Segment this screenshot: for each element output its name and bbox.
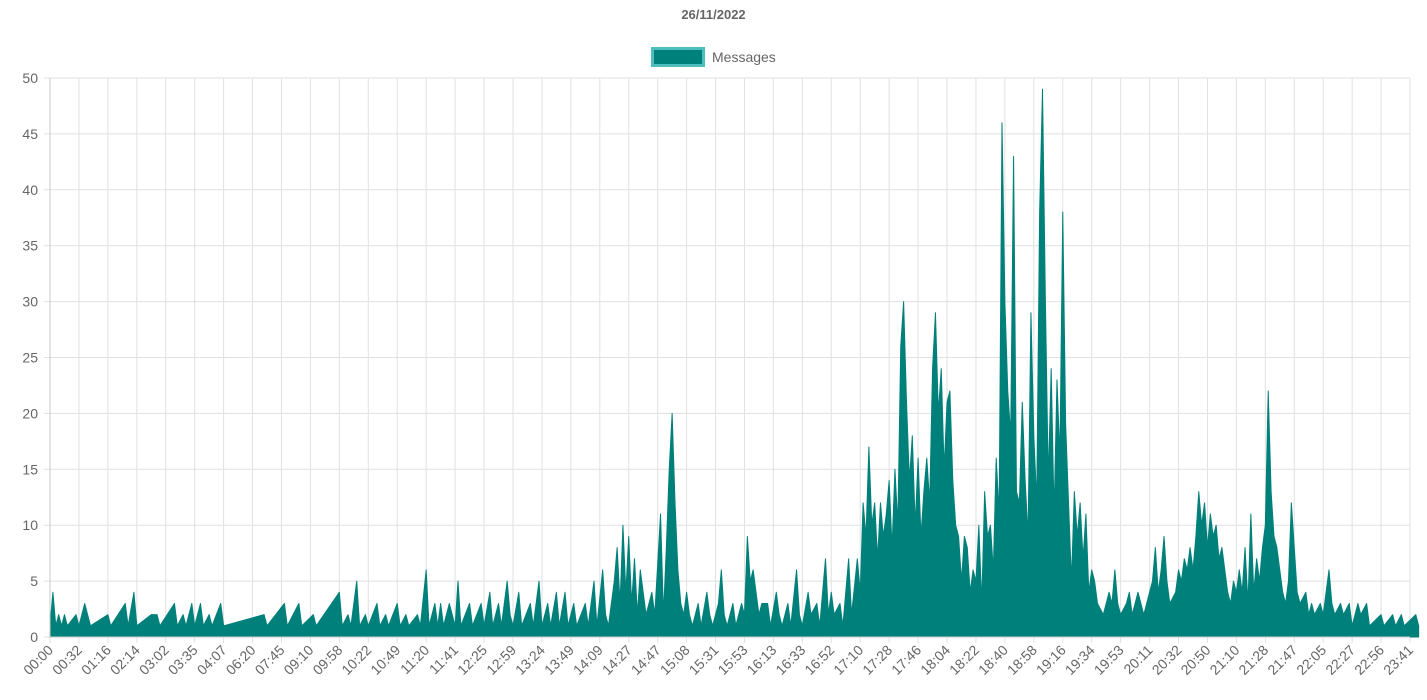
legend[interactable]: Messages xyxy=(651,47,776,67)
x-tick-label: 10:49 xyxy=(367,642,403,678)
x-tick-label: 17:28 xyxy=(859,642,895,678)
legend-label-messages[interactable]: Messages xyxy=(712,49,776,65)
y-tick-label: 40 xyxy=(22,182,38,198)
x-tick-label: 15:53 xyxy=(714,642,750,678)
x-tick-label: 16:13 xyxy=(743,642,779,678)
x-tick-label: 21:28 xyxy=(1235,642,1271,678)
y-tick-label: 50 xyxy=(22,70,38,86)
y-tick-label: 0 xyxy=(30,629,38,645)
x-tick-label: 22:05 xyxy=(1293,642,1329,678)
x-tick-label: 12:59 xyxy=(483,642,519,678)
x-tick-label: 16:33 xyxy=(772,642,808,678)
x-tick-label: 18:04 xyxy=(917,642,953,678)
x-tick-label: 19:16 xyxy=(1033,642,1069,678)
x-tick-label: 22:56 xyxy=(1351,642,1387,678)
x-tick-label: 03:35 xyxy=(165,642,201,678)
x-tick-label: 20:50 xyxy=(1177,642,1213,678)
y-tick-label: 25 xyxy=(22,350,38,366)
x-tick-label: 14:27 xyxy=(599,642,635,678)
y-tick-label: 15 xyxy=(22,461,38,477)
y-tick-label: 30 xyxy=(22,294,38,310)
x-tick-label: 02:14 xyxy=(107,642,143,678)
x-tick-label: 09:10 xyxy=(280,642,316,678)
x-tick-label: 15:08 xyxy=(657,642,693,678)
x-tick-label: 19:34 xyxy=(1062,642,1098,678)
x-tick-label: 20:32 xyxy=(1149,642,1185,678)
x-tick-label: 21:10 xyxy=(1206,642,1242,678)
x-tick-label: 19:53 xyxy=(1091,642,1127,678)
x-tick-label: 18:22 xyxy=(946,642,982,678)
y-tick-label: 45 xyxy=(22,126,38,142)
x-tick-label: 17:10 xyxy=(830,642,866,678)
x-tick-label: 20:11 xyxy=(1120,642,1156,678)
x-tick-label: 15:31 xyxy=(686,642,722,678)
x-tick-label: 07:45 xyxy=(252,642,288,678)
x-tick-label: 14:09 xyxy=(570,642,606,678)
legend-swatch[interactable] xyxy=(651,47,705,67)
x-tick-label: 22:27 xyxy=(1322,642,1358,678)
x-tick-label: 00:32 xyxy=(49,642,85,678)
x-tick-label: 13:49 xyxy=(541,642,577,678)
x-tick-label: 01:16 xyxy=(78,642,114,678)
x-tick-label: 03:02 xyxy=(136,642,172,678)
x-tick-label: 11:41 xyxy=(426,642,462,678)
x-tick-label: 06:20 xyxy=(223,642,259,678)
x-tick-label: 04:07 xyxy=(194,642,230,678)
x-tick-label: 21:47 xyxy=(1264,642,1300,678)
area-layer xyxy=(49,88,1420,638)
series-area-messages xyxy=(49,88,1420,638)
x-tick-label: 23:41 xyxy=(1380,642,1416,678)
x-tick-label: 00:00 xyxy=(20,642,56,678)
chart-title: 26/11/2022 xyxy=(681,7,746,22)
x-tick-label: 18:40 xyxy=(975,642,1011,678)
x-tick-label: 16:52 xyxy=(801,642,837,678)
x-tick-label: 12:25 xyxy=(454,642,490,678)
x-tick-label: 10:22 xyxy=(338,642,374,678)
y-tick-label: 20 xyxy=(22,405,38,421)
x-tick-label: 17:46 xyxy=(888,642,924,678)
x-tick-label: 13:24 xyxy=(512,642,548,678)
x-tick-label: 14:47 xyxy=(628,642,664,678)
y-tick-label: 5 xyxy=(30,573,38,589)
y-tick-label: 10 xyxy=(22,517,38,533)
x-tick-label: 11:20 xyxy=(397,642,433,678)
x-tick-label: 09:58 xyxy=(309,642,345,678)
x-tick-label: 18:58 xyxy=(1004,642,1040,678)
y-tick-label: 35 xyxy=(22,238,38,254)
